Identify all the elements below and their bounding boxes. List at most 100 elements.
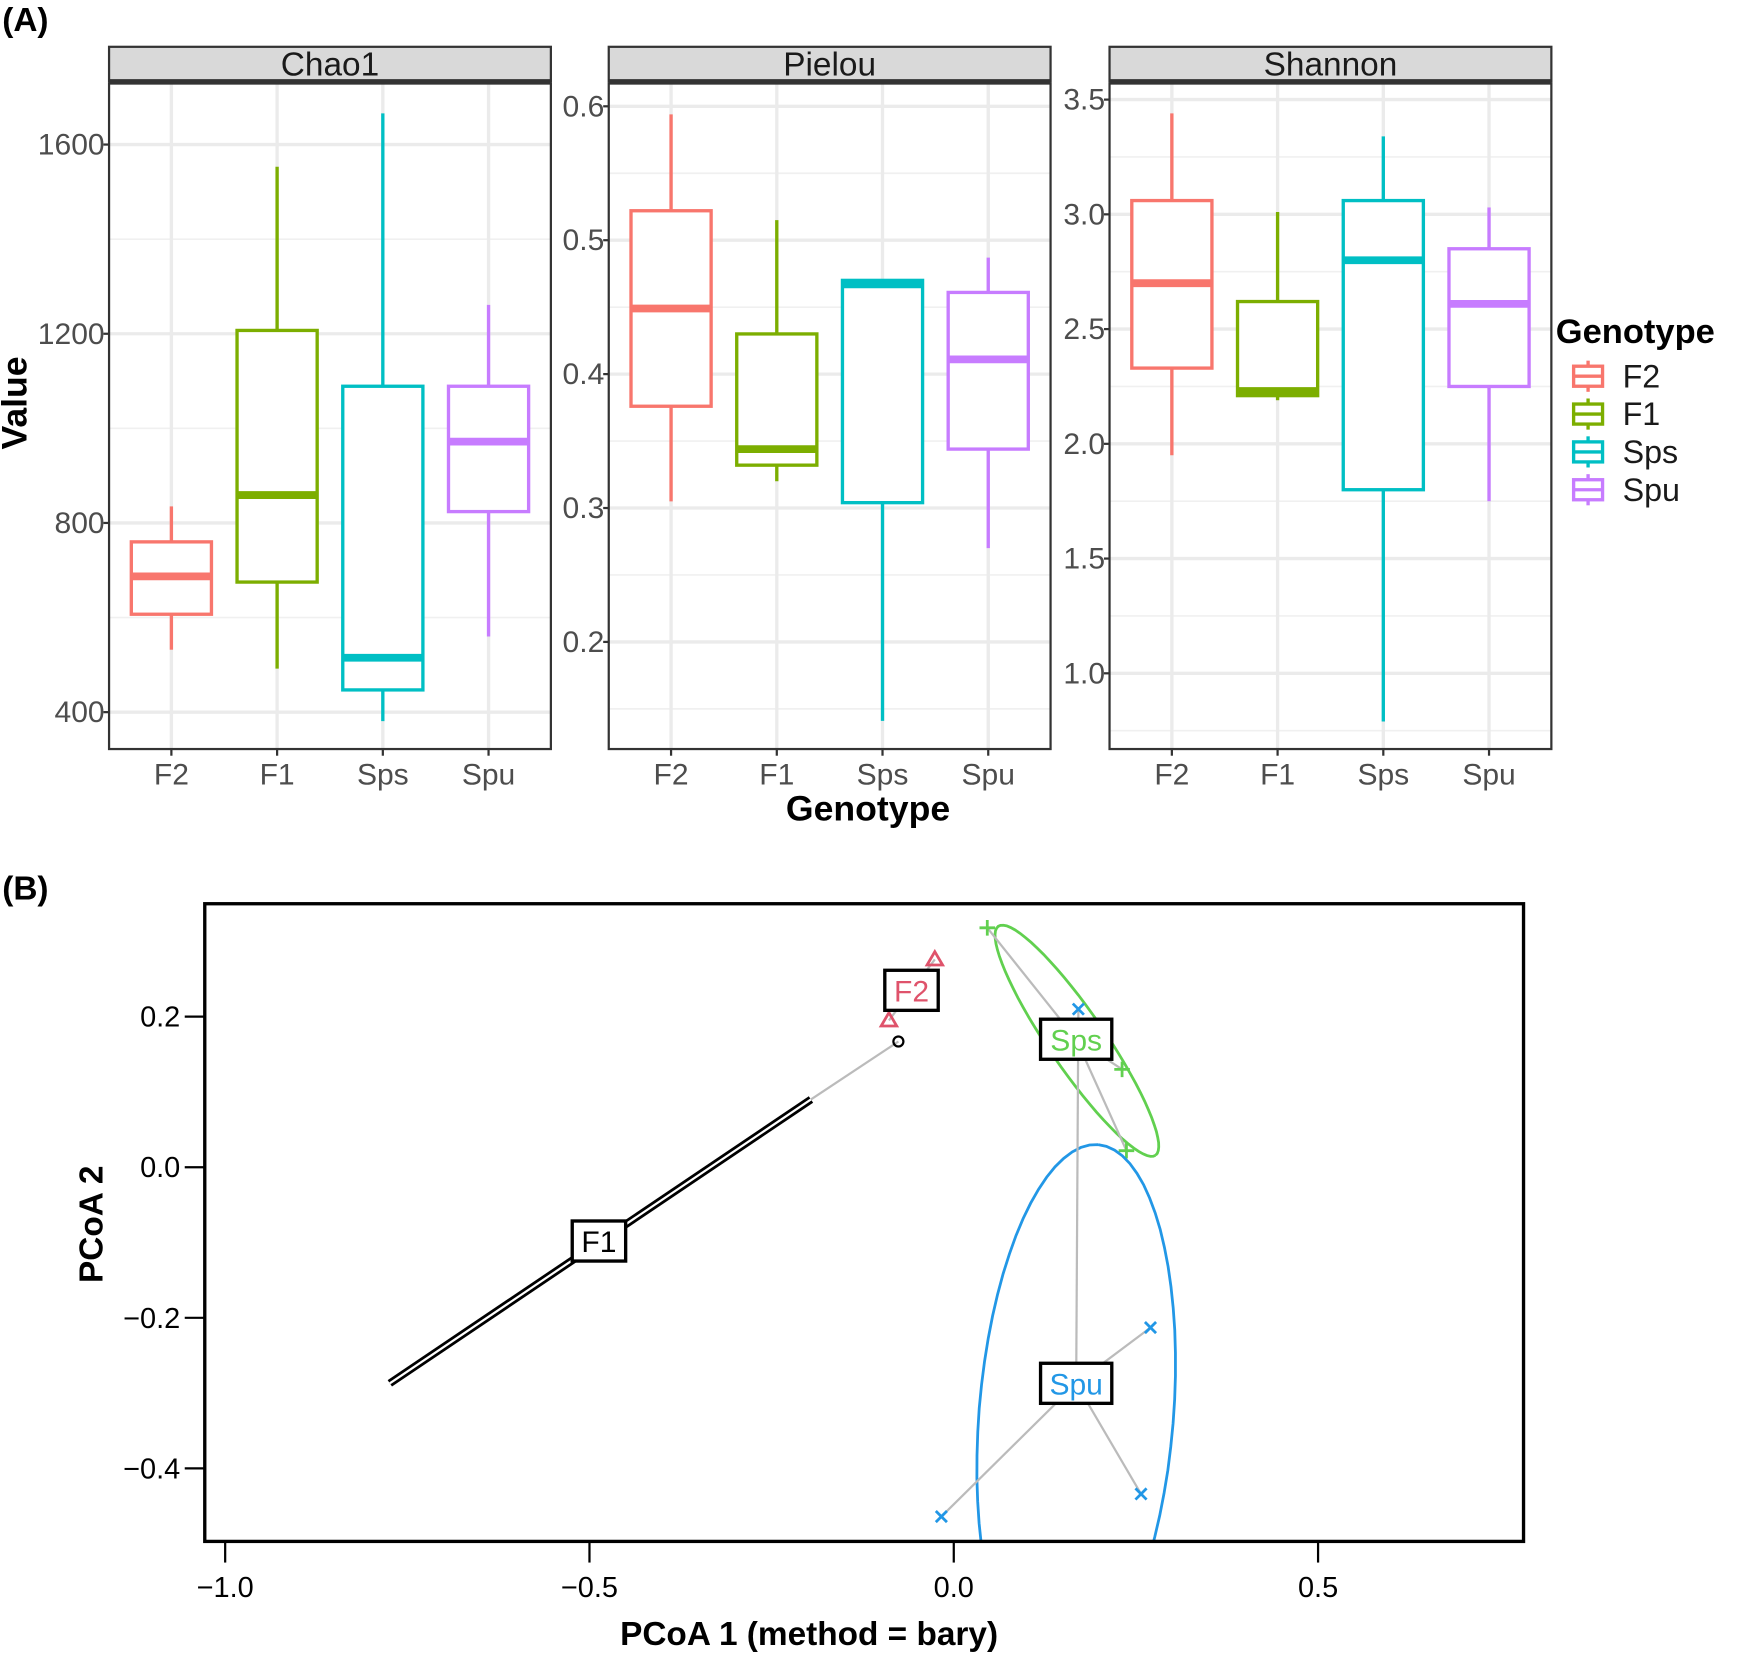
legend-label: Sps	[1623, 434, 1679, 470]
box-sps	[840, 278, 925, 721]
box-iqr	[1341, 198, 1426, 492]
point-plus	[979, 920, 996, 936]
box-iqr	[946, 290, 1030, 451]
x-tick-label: F1	[1260, 759, 1295, 792]
point-cross	[1071, 1002, 1085, 1016]
group-label-box	[570, 1219, 628, 1263]
pcoa-plot: F1 F2 Sps Spu −1.0 −0.5 0.0 0.5 −0.4 −0.2 0.0 0.2	[123, 902, 1526, 1604]
legend-label: F1	[1623, 396, 1661, 432]
box-iqr	[735, 332, 819, 467]
box-sps	[341, 113, 425, 722]
point-circle	[892, 1035, 905, 1048]
facet-chao1: 400 800 1200 1600 F2 F1 Sps Spu Chao1	[38, 45, 552, 792]
y-tick-label: 0.0	[140, 1152, 180, 1184]
point-cross	[934, 1510, 948, 1524]
box-f1	[1235, 212, 1320, 401]
y-tick-label: 1.0	[1063, 657, 1105, 690]
group-label-box	[1038, 1361, 1114, 1406]
box-iqr	[341, 384, 425, 692]
group-label-box	[1038, 1017, 1114, 1061]
group-label: F1	[581, 1226, 616, 1259]
pcoa-y-axis-title: PCoA 2	[73, 1166, 110, 1283]
y-tick-label: 800	[55, 507, 105, 540]
panel-background	[1109, 83, 1552, 750]
legend-label: Spu	[1623, 472, 1680, 508]
group-spu	[934, 1002, 1177, 1542]
x-tick-label: F2	[654, 759, 689, 792]
group-f1	[387, 1035, 905, 1387]
box-spu	[1447, 207, 1531, 502]
y-tick-label: 0.6	[563, 90, 605, 123]
box-f2	[629, 114, 713, 502]
point-cross	[1134, 1487, 1148, 1501]
x-tick-label: F1	[759, 759, 794, 792]
box-iqr	[446, 384, 531, 514]
group-label: Sps	[1050, 1024, 1102, 1057]
x-tick-label: −0.5	[561, 1572, 618, 1604]
y-tick-label: 0.2	[140, 1002, 180, 1034]
panel-label-b: (B)	[2, 870, 48, 907]
spider-line	[810, 1040, 900, 1101]
facet-title: Pielou	[783, 47, 876, 84]
box-f1	[735, 220, 819, 482]
x-tick-label: Sps	[357, 759, 409, 792]
box-iqr	[1235, 299, 1320, 398]
confidence-ellipse	[993, 923, 1161, 1158]
y-tick-label: 400	[55, 696, 105, 729]
box-f2	[129, 506, 214, 650]
legend-key-sps	[1571, 436, 1605, 468]
point-triangle	[878, 1009, 900, 1028]
legend-key-f1	[1571, 398, 1605, 430]
box-spu	[946, 257, 1030, 549]
facet-pielou: 0.2 0.3 0.4 0.5 0.6 F2 F1 Sps Spu Pielou	[563, 45, 1052, 792]
spider-line	[1075, 1009, 1080, 1384]
box-iqr	[1447, 247, 1531, 389]
x-tick-label: F2	[154, 759, 189, 792]
x-tick-label: F1	[260, 759, 295, 792]
y-tick-label: 0.4	[563, 358, 605, 391]
facet-strip	[107, 45, 552, 83]
facet-title: Shannon	[1264, 47, 1398, 84]
box-spu	[446, 304, 531, 637]
y-tick-label: 1200	[38, 318, 105, 351]
y-tick-label: −0.4	[123, 1453, 180, 1485]
legend-key-spu	[1571, 474, 1605, 506]
point-plus	[1118, 1142, 1135, 1159]
point-triangle	[924, 948, 946, 967]
x-tick-label: Spu	[462, 759, 515, 792]
group-label: Spu	[1049, 1368, 1102, 1401]
x-tick-label: Sps	[1357, 759, 1409, 792]
point-plus	[1114, 1061, 1130, 1078]
legend-title: Genotype	[1556, 313, 1715, 351]
plot-border	[203, 902, 1526, 1544]
box-sps	[1341, 136, 1426, 722]
y-tick-label: 3.5	[1063, 84, 1105, 117]
x-tick-label: F2	[1154, 759, 1189, 792]
x-tick-label: Spu	[1462, 759, 1515, 792]
pcoa-x-axis-title: PCoA 1 (method = bary)	[620, 1616, 998, 1653]
box-f1	[235, 166, 319, 669]
x-tick-label: 0.0	[934, 1572, 974, 1604]
y-axis-title: Value	[0, 356, 35, 449]
y-tick-label: 1600	[38, 129, 105, 162]
facet-strip	[1108, 45, 1553, 83]
box-f2	[1130, 113, 1214, 456]
x-axis-title: Genotype	[786, 788, 950, 828]
facet-shannon: 1.0 1.5 2.0 2.5 3.0 3.5 F2 F1 Sps Spu Shannon	[1063, 45, 1553, 792]
group-label: F2	[894, 975, 929, 1008]
confidence-ellipse	[975, 1143, 1177, 1542]
legend-key-f2	[1571, 360, 1605, 392]
y-tick-label: 0.5	[563, 224, 605, 257]
facet-strip	[607, 45, 1052, 83]
y-tick-label: 0.2	[563, 626, 605, 659]
legend-label: F2	[1623, 358, 1661, 394]
facet-title: Chao1	[281, 47, 379, 84]
point-cross	[1143, 1321, 1158, 1335]
y-tick-label: 3.0	[1063, 198, 1105, 231]
spider-line	[940, 1382, 1077, 1518]
group-label-box	[883, 968, 940, 1013]
x-tick-label: 0.5	[1298, 1572, 1338, 1604]
x-tick-label: Sps	[857, 759, 909, 792]
